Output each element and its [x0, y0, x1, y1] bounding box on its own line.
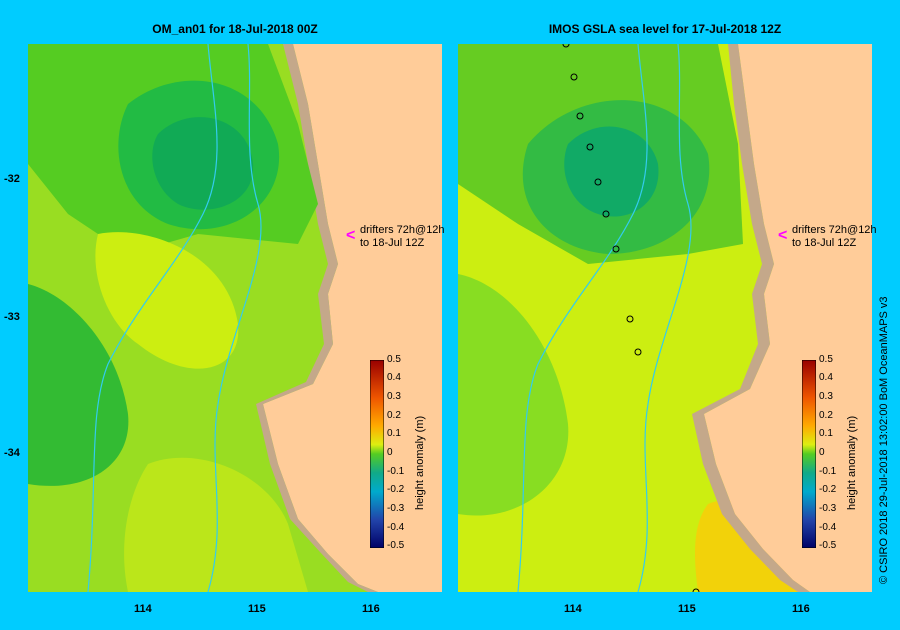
left-annotation-line1: drifters 72h@12h: [360, 224, 445, 236]
right-annotation: drifters 72h@12h to 18-Jul 12Z: [792, 224, 877, 250]
cbar-tick: -0.5: [387, 540, 405, 551]
cbar-tick: -0.4: [819, 522, 837, 533]
x-tick-left-3: 116: [362, 603, 380, 615]
cbar-tick: -0.3: [819, 503, 837, 514]
cbar-tick: 0.1: [387, 428, 401, 439]
cbar-tick: 0.1: [819, 428, 833, 439]
left-panel-title: OM_an01 for 18-Jul-2018 00Z: [152, 22, 318, 36]
x-tick-right-1: 114: [564, 603, 582, 615]
cbar-tick: 0.3: [819, 391, 833, 402]
right-drifter-arrow: <: [778, 227, 788, 244]
drifter-marker: [602, 210, 610, 218]
right-shelf: [692, 44, 810, 592]
cbar-tick: 0.3: [387, 391, 401, 402]
left-colorbar: [370, 360, 384, 548]
x-tick-left-2: 115: [248, 603, 266, 615]
cbar-tick: 0: [387, 447, 393, 458]
drifter-marker: [634, 348, 642, 356]
y-tick-1: -32: [4, 173, 20, 185]
cbar-tick: 0.2: [819, 410, 833, 421]
drifter-marker: [594, 178, 602, 186]
right-isobath: [517, 44, 648, 592]
y-tick-2: -33: [4, 311, 20, 323]
left-annotation-line2: to 18-Jul 12Z: [360, 237, 425, 249]
right-colorbar: [802, 360, 816, 548]
left-isobath: [87, 44, 218, 592]
right-land: [704, 44, 872, 592]
drifter-marker: [570, 73, 578, 81]
x-tick-right-3: 116: [792, 603, 810, 615]
cbar-tick: -0.5: [819, 540, 837, 551]
right-band-west: [458, 274, 569, 516]
left-colorbar-title: height anomaly (m): [414, 415, 426, 510]
credit-text: © CSIRO 2018 29-Jul-2018 13:02:00 BoM Oc…: [878, 296, 890, 584]
y-tick-3: -34: [4, 447, 20, 459]
x-tick-right-2: 115: [678, 603, 696, 615]
right-annotation-line1: drifters 72h@12h: [792, 224, 877, 236]
drifter-marker: [692, 588, 700, 592]
left-map[interactable]: [28, 44, 442, 592]
cbar-tick: -0.1: [387, 466, 405, 477]
x-tick-left-1: 114: [134, 603, 152, 615]
right-annotation-line2: to 18-Jul 12Z: [792, 237, 857, 249]
drifter-marker: [586, 143, 594, 151]
left-annotation: drifters 72h@12h to 18-Jul 12Z: [360, 224, 445, 250]
cbar-tick: 0.5: [387, 354, 401, 365]
drifter-markers: [562, 44, 700, 592]
left-band-south: [124, 457, 308, 592]
right-panel-title: IMOS GSLA sea level for 17-Jul-2018 12Z: [548, 22, 782, 36]
left-band-west: [28, 284, 129, 486]
left-band-deep: [152, 117, 254, 210]
drifter-marker: [612, 245, 620, 253]
cbar-tick: -0.2: [819, 484, 837, 495]
cbar-tick: 0.4: [819, 372, 833, 383]
cbar-tick: -0.1: [819, 466, 837, 477]
right-colorbar-title: height anomaly (m): [846, 415, 858, 510]
cbar-tick: -0.3: [387, 503, 405, 514]
cbar-tick: 0: [819, 447, 825, 458]
cbar-tick: 0.4: [387, 372, 401, 383]
cbar-tick: 0.2: [387, 410, 401, 421]
drifter-marker: [562, 44, 570, 48]
drifter-marker: [576, 112, 584, 120]
cbar-tick: -0.2: [387, 484, 405, 495]
drifter-marker: [626, 315, 634, 323]
cbar-tick: 0.5: [819, 354, 833, 365]
cbar-tick: -0.4: [387, 522, 405, 533]
left-drifter-arrow: <: [346, 227, 356, 244]
left-band-yellow: [95, 232, 239, 369]
